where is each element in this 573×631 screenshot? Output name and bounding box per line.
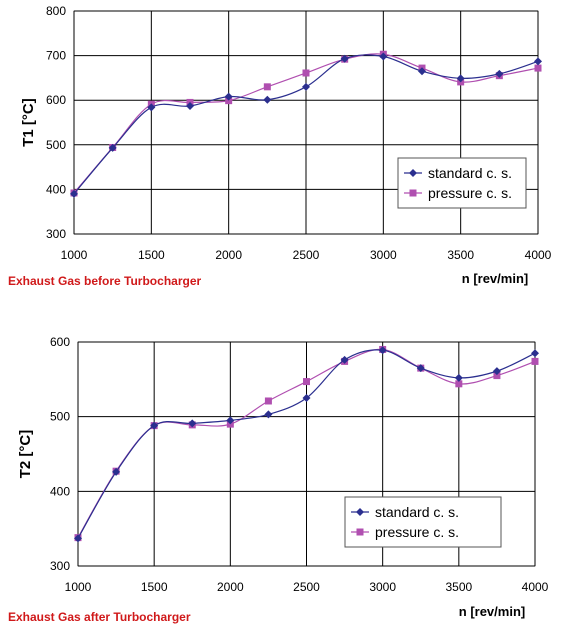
x-axis-label: n [rev/min] (459, 604, 525, 619)
y-tick-label: 700 (46, 49, 66, 63)
data-point (302, 394, 311, 402)
data-point (493, 372, 501, 380)
legend-box (344, 496, 502, 548)
data-point (495, 69, 504, 78)
data-point (303, 378, 310, 386)
y-tick-label: 400 (50, 484, 70, 498)
y-tick-label: 800 (46, 4, 66, 18)
x-tick-label: 3000 (369, 580, 396, 594)
data-point (340, 54, 349, 63)
legend-box (397, 157, 527, 209)
data-point (224, 92, 233, 101)
chart-caption: Exhaust Gas before Turbocharger (8, 274, 201, 288)
data-point (150, 421, 159, 430)
data-point (416, 364, 425, 373)
data-point (263, 83, 271, 91)
legend-label: standard c. s. (428, 165, 512, 181)
legend-label: standard c. s. (375, 504, 459, 520)
x-tick-label: 3500 (447, 248, 474, 262)
data-point (147, 103, 156, 112)
square-icon (356, 528, 364, 536)
x-tick-label: 2500 (293, 248, 320, 262)
y-tick-label: 300 (50, 559, 70, 573)
x-tick-label: 2500 (293, 580, 320, 594)
y-axis-label: T2 [°C] (17, 430, 34, 479)
x-tick-label: 1500 (138, 248, 165, 262)
data-point (263, 95, 272, 104)
series-standard (74, 346, 539, 543)
data-point (302, 69, 310, 77)
data-point (340, 355, 349, 364)
data-point (226, 416, 235, 425)
data-point (74, 534, 82, 543)
data-point (225, 97, 233, 105)
data-point (531, 349, 539, 358)
x-tick-label: 4000 (525, 248, 552, 262)
y-tick-label: 500 (46, 138, 66, 152)
x-tick-label: 3000 (370, 248, 397, 262)
data-point (108, 143, 117, 152)
data-point (454, 373, 463, 382)
data-point (534, 57, 542, 66)
x-tick-label: 1000 (61, 248, 88, 262)
series-standard (70, 52, 542, 198)
chart-2: 300 400 500 600 1000 1500 2000 2500 3000 3500 4000… (8, 335, 549, 624)
y-tick-label: 300 (46, 227, 66, 241)
data-point (112, 467, 121, 476)
x-tick-label: 2000 (215, 248, 242, 262)
data-point (379, 52, 388, 61)
y-tick-label: 400 (46, 182, 66, 196)
data-point (188, 419, 197, 428)
data-point (70, 189, 78, 198)
x-tick-label: 2000 (217, 580, 244, 594)
chart-1: 300 400 500 600 700 800 1000 1500 2000 2500 3000 35… (8, 4, 552, 288)
data-point (186, 101, 194, 110)
legend: standard c. s. pressure c. s. (397, 157, 527, 209)
x-axis-label: n [rev/min] (462, 271, 528, 286)
data-point (531, 357, 539, 365)
data-point (264, 397, 272, 405)
y-tick-label: 600 (50, 335, 70, 349)
data-point (418, 67, 426, 76)
x-tick-label: 4000 (522, 580, 549, 594)
data-point (264, 410, 273, 419)
data-point (492, 367, 501, 376)
diamond-icon (409, 169, 417, 177)
x-tick-label: 1500 (141, 580, 168, 594)
legend-label: pressure c. s. (428, 185, 512, 201)
data-point (455, 380, 463, 388)
y-axis-label: T1 [°C] (20, 98, 37, 147)
legend: standard c. s. pressure c. s. (344, 496, 502, 548)
chart-caption: Exhaust Gas after Turbocharger (8, 610, 191, 624)
diamond-icon (356, 508, 364, 516)
square-icon (409, 189, 417, 197)
x-tick-label: 3500 (445, 580, 472, 594)
y-tick-label: 500 (50, 410, 70, 424)
legend-label: pressure c. s. (375, 524, 459, 540)
data-point (378, 346, 387, 355)
y-tick-label: 600 (46, 93, 66, 107)
data-point (302, 82, 310, 91)
data-point (456, 74, 465, 83)
x-tick-label: 1000 (65, 580, 92, 594)
data-point (534, 64, 542, 72)
